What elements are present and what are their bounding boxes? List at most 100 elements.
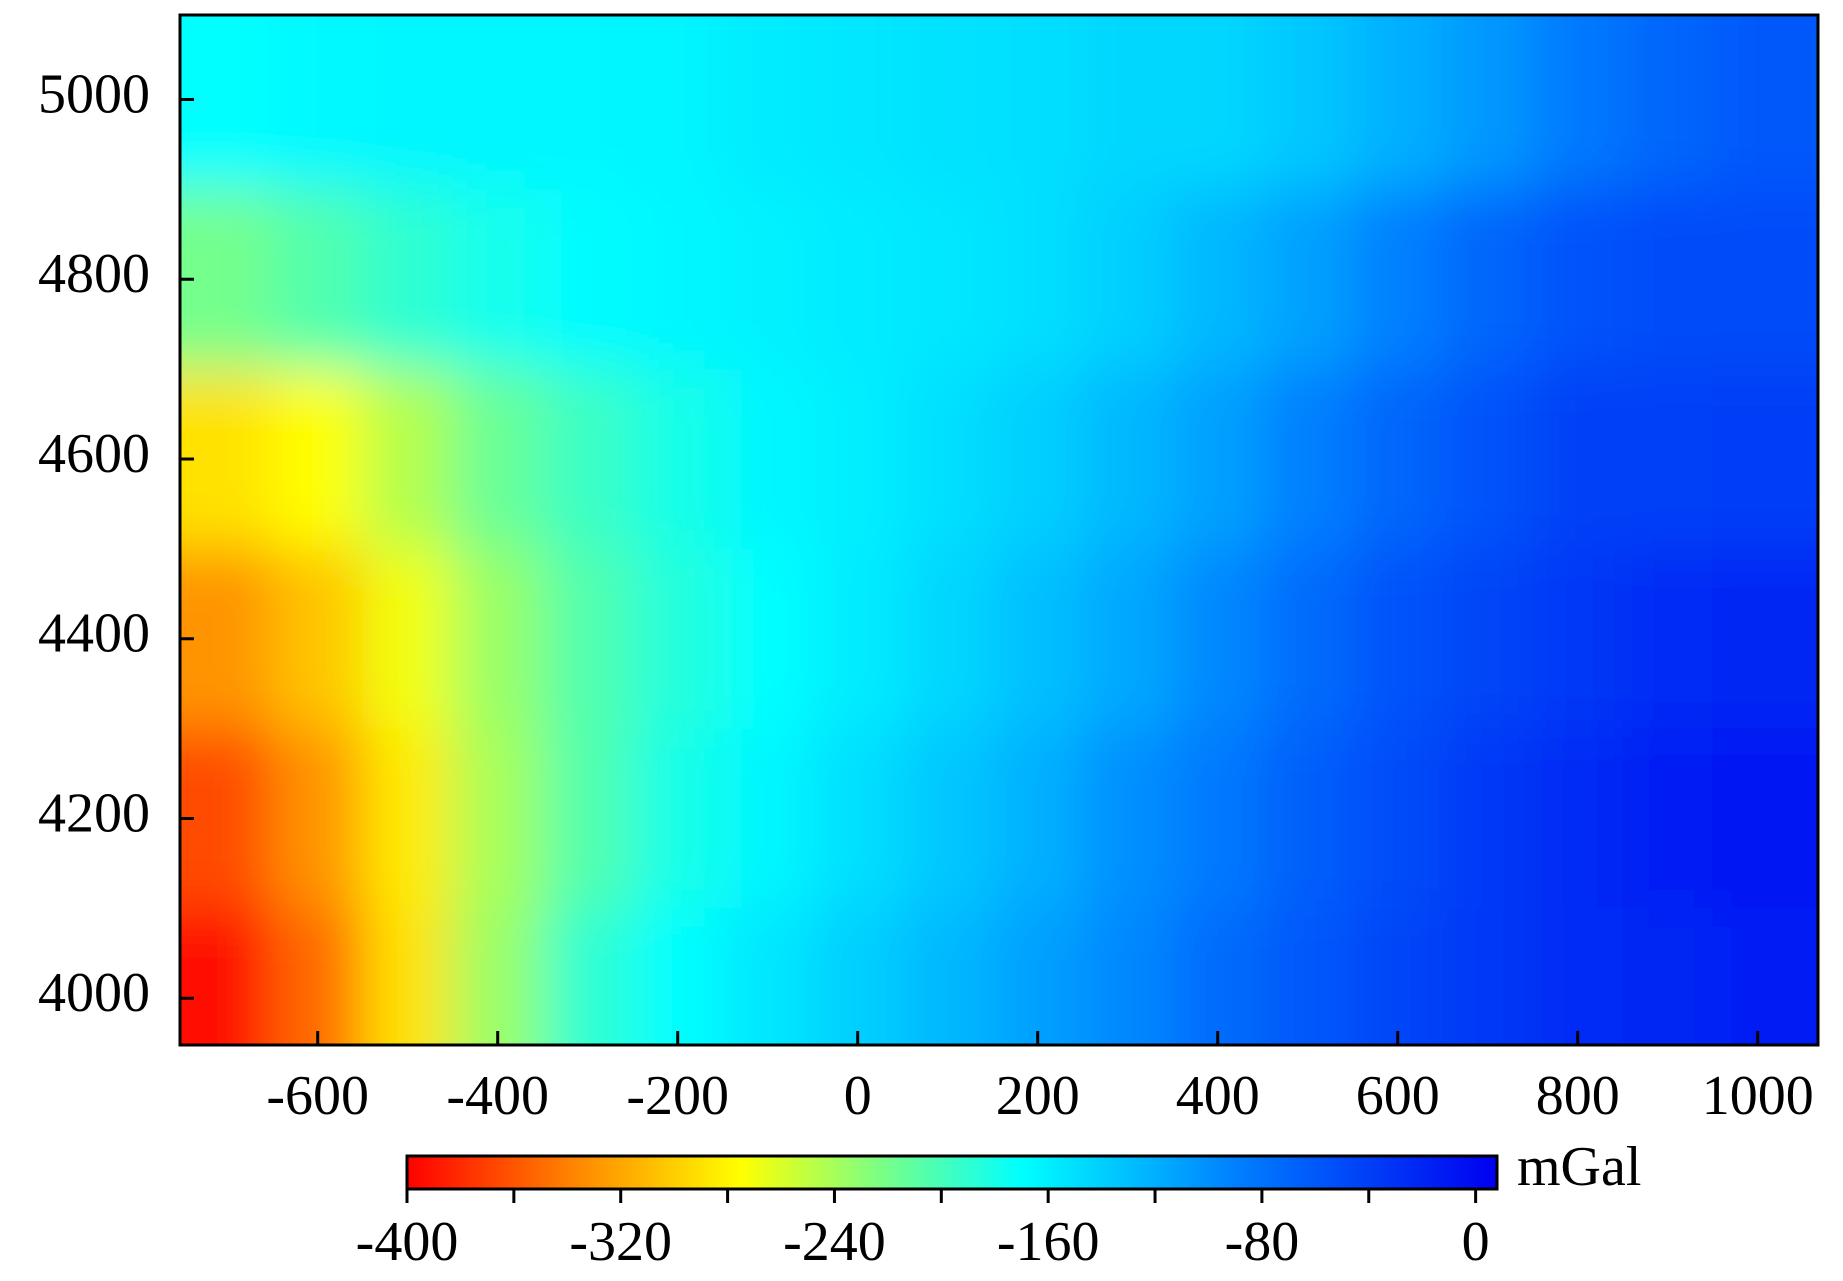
colorbar-tick-label: -320 <box>569 1211 672 1273</box>
cell <box>180 189 274 371</box>
x-tick-label: 1000 <box>1702 1065 1814 1127</box>
cell <box>1622 369 1714 550</box>
cell <box>1082 548 1174 730</box>
cell <box>542 548 634 730</box>
cell <box>1622 728 1714 910</box>
cell <box>452 369 544 550</box>
cell <box>1712 369 1818 550</box>
cell <box>1352 15 1444 191</box>
plot-frame <box>178 13 1820 1047</box>
cell <box>632 189 724 371</box>
cell <box>902 548 994 730</box>
cell <box>722 548 814 730</box>
cell <box>1532 728 1624 910</box>
cell <box>992 369 1084 550</box>
cell <box>1352 908 1444 1045</box>
cell <box>542 369 634 550</box>
cell <box>632 908 724 1045</box>
cell <box>632 369 724 550</box>
cell <box>722 908 814 1045</box>
cell <box>1712 548 1818 730</box>
cell <box>1352 548 1444 730</box>
x-tick-label: -200 <box>626 1065 729 1127</box>
cell <box>1712 728 1818 910</box>
cell <box>992 189 1084 371</box>
cell <box>1352 369 1444 550</box>
x-tick-label: 0 <box>844 1065 872 1127</box>
colorbar-tick-label: -80 <box>1225 1211 1300 1273</box>
colorbar-label: mGal <box>1517 1136 1641 1198</box>
cell <box>1262 15 1354 191</box>
y-tick-label: 4000 <box>38 962 150 1024</box>
cell <box>812 369 904 550</box>
cell <box>1262 548 1354 730</box>
cell <box>272 728 364 910</box>
cell <box>1622 548 1714 730</box>
colorbar: -400 -320 -240 -160 -80 0 mGal <box>356 1136 1642 1273</box>
cell <box>902 908 994 1045</box>
x-tick-label: -600 <box>266 1065 369 1127</box>
y-tick-label: 4200 <box>38 782 150 844</box>
cell <box>722 369 814 550</box>
cell <box>272 908 364 1045</box>
colorbar-tick-label: 0 <box>1462 1211 1490 1273</box>
cell <box>992 15 1084 191</box>
cell <box>902 369 994 550</box>
cell <box>180 15 274 191</box>
cell <box>1172 548 1264 730</box>
cell <box>812 908 904 1045</box>
y-tick-label: 4600 <box>38 423 150 485</box>
x-tick-label: 400 <box>1176 1065 1260 1127</box>
cell <box>812 15 904 191</box>
cell <box>452 189 544 371</box>
cell <box>722 15 814 191</box>
cell <box>1172 728 1264 910</box>
cell <box>1622 189 1714 371</box>
cell <box>722 728 814 910</box>
cell <box>272 15 364 191</box>
cell <box>1082 189 1174 371</box>
cell <box>1262 728 1354 910</box>
cell <box>542 15 634 191</box>
cell <box>542 189 634 371</box>
cell <box>1532 15 1624 191</box>
y-tick-label: 4400 <box>38 603 150 665</box>
cell <box>272 189 364 371</box>
cell <box>812 548 904 730</box>
cell <box>1082 908 1174 1045</box>
cell <box>542 728 634 910</box>
cell <box>1082 369 1174 550</box>
cell <box>1082 728 1174 910</box>
cell <box>632 728 724 910</box>
cell <box>1712 189 1818 371</box>
cell <box>812 189 904 371</box>
cell <box>362 548 454 730</box>
cell <box>992 908 1084 1045</box>
cell <box>1712 15 1818 191</box>
cell <box>272 369 364 550</box>
cell <box>1262 369 1354 550</box>
cell <box>1352 189 1444 371</box>
cell <box>180 728 274 910</box>
cell <box>180 548 274 730</box>
cell <box>632 15 724 191</box>
cell <box>1262 908 1354 1045</box>
cell <box>180 908 274 1045</box>
cell <box>992 728 1084 910</box>
cell <box>272 548 364 730</box>
cell <box>452 548 544 730</box>
cell <box>902 728 994 910</box>
cell <box>1532 369 1624 550</box>
cell <box>1172 189 1264 371</box>
colorbar-tick-label: -240 <box>783 1211 886 1273</box>
x-tick-label: 600 <box>1356 1065 1440 1127</box>
y-tick-label: 5000 <box>38 63 150 125</box>
cell <box>1172 908 1264 1045</box>
colorbar-tick-label: -160 <box>997 1211 1100 1273</box>
cell <box>1622 15 1714 191</box>
x-tick-label: -400 <box>446 1065 549 1127</box>
cell <box>812 728 904 910</box>
